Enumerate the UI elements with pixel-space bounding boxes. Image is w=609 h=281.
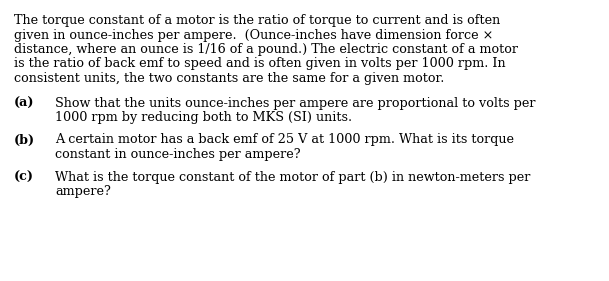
- Text: What is the torque constant of the motor of part (b) in newton-meters per: What is the torque constant of the motor…: [55, 171, 530, 183]
- Text: (c): (c): [14, 171, 34, 183]
- Text: A certain motor has a back emf of 25 V at 1000 rpm. What is its torque: A certain motor has a back emf of 25 V a…: [55, 133, 514, 146]
- Text: Show that the units ounce-inches per ampere are proportional to volts per: Show that the units ounce-inches per amp…: [55, 96, 535, 110]
- Text: (a): (a): [14, 96, 35, 110]
- Text: 1000 rpm by reducing both to MKS (SI) units.: 1000 rpm by reducing both to MKS (SI) un…: [55, 111, 352, 124]
- Text: constant in ounce-inches per ampere?: constant in ounce-inches per ampere?: [55, 148, 301, 161]
- Text: given in ounce-inches per ampere.  (Ounce-inches have dimension force ×: given in ounce-inches per ampere. (Ounce…: [14, 28, 493, 42]
- Text: The torque constant of a motor is the ratio of torque to current and is often: The torque constant of a motor is the ra…: [14, 14, 500, 27]
- Text: distance, where an ounce is 1/16 of a pound.) The electric constant of a motor: distance, where an ounce is 1/16 of a po…: [14, 43, 518, 56]
- Text: consistent units, the two constants are the same for a given motor.: consistent units, the two constants are …: [14, 72, 445, 85]
- Text: ampere?: ampere?: [55, 185, 111, 198]
- Text: (b): (b): [14, 133, 35, 146]
- Text: is the ratio of back emf to speed and is often given in volts per 1000 rpm. In: is the ratio of back emf to speed and is…: [14, 58, 505, 71]
